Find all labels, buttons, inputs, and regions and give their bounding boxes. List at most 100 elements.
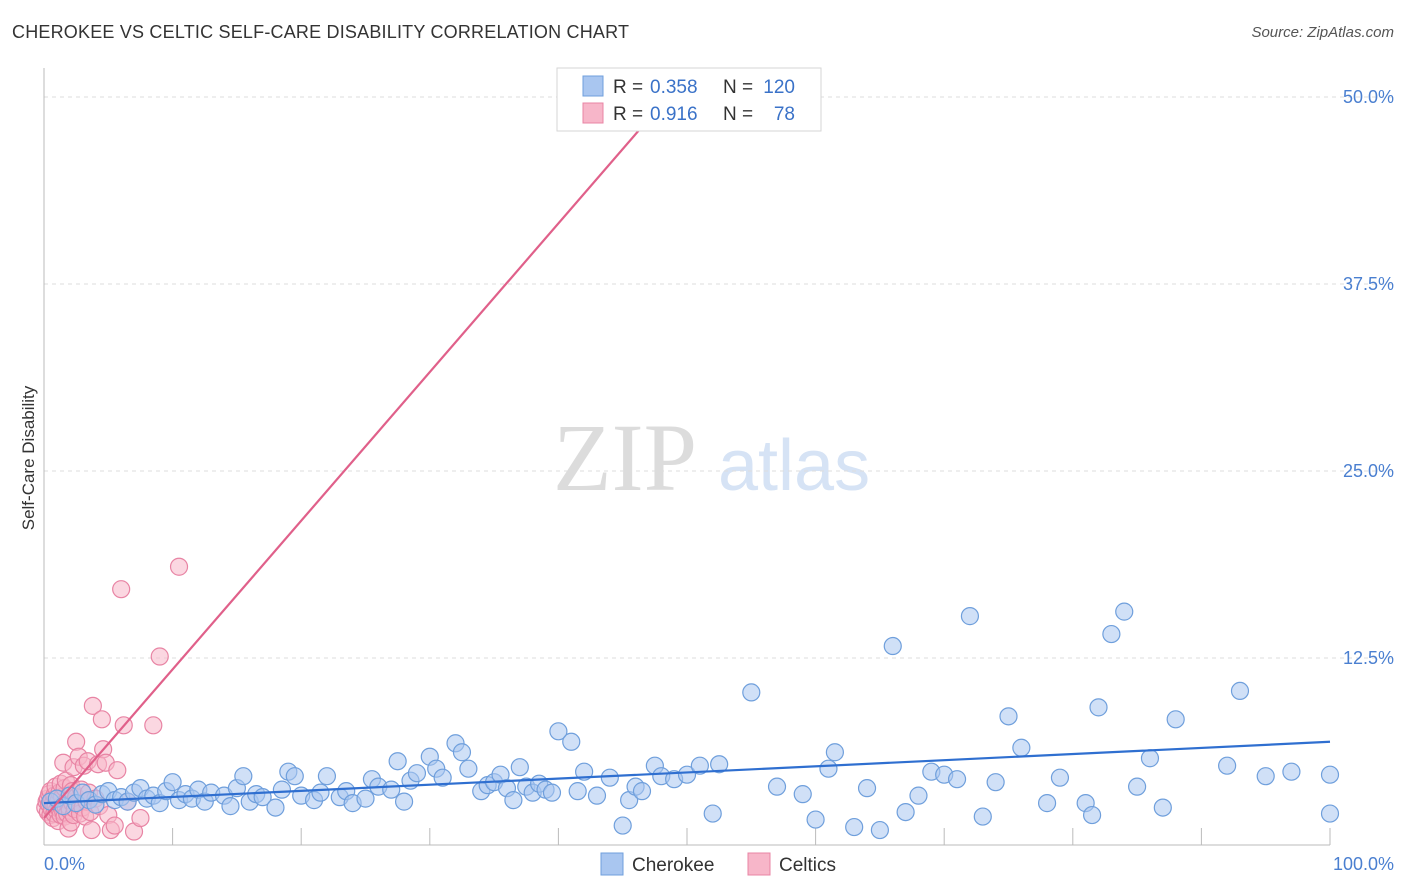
- cherokee-point: [317, 767, 337, 786]
- cherokee-point: [311, 783, 330, 802]
- cherokee-point: [266, 798, 285, 817]
- celtics-legend-swatch: [582, 102, 604, 124]
- cherokee-point: [1218, 756, 1237, 775]
- cherokee-point: [909, 786, 928, 805]
- legend-swatch-celtics: [747, 852, 771, 876]
- cherokee-point: [986, 773, 1005, 792]
- cherokee-point: [1230, 681, 1250, 701]
- celtics-r-label: R =: [613, 104, 643, 125]
- cherokee-point: [819, 759, 838, 778]
- cherokee-point: [1082, 805, 1102, 825]
- cherokee-point: [459, 759, 478, 778]
- cherokee-point: [883, 636, 902, 656]
- y-tick-labels: 12.5% 25.0% 37.5% 50.0%: [1343, 87, 1394, 668]
- watermark-atlas: atlas: [718, 426, 870, 506]
- cherokee-point: [1089, 698, 1108, 717]
- celtics-point: [144, 716, 163, 735]
- cherokee-point: [407, 764, 427, 783]
- trendlines: [43, 96, 1331, 819]
- gridlines: [44, 96, 1394, 659]
- celtics-point: [105, 816, 124, 835]
- legend-label-cherokee: Cherokee: [632, 855, 714, 876]
- celtics-point: [82, 820, 101, 840]
- cherokee-point: [1166, 710, 1185, 729]
- celtics-n-value: 78: [774, 104, 795, 125]
- x-tick-labels: 0.0% 100.0%: [44, 854, 1394, 874]
- y-tick-label: 25.0%: [1343, 461, 1394, 481]
- cherokee-n-value: 120: [763, 77, 795, 98]
- cherokee-point: [690, 756, 709, 775]
- cherokee-point: [285, 767, 304, 786]
- cherokee-point: [1140, 749, 1160, 768]
- cherokee-n-label: N =: [723, 77, 753, 98]
- cherokee-point: [388, 752, 407, 771]
- cherokee-trendline: [43, 740, 1331, 805]
- cherokee-point: [793, 785, 812, 804]
- cherokee-point: [896, 802, 915, 822]
- cherokee-point: [568, 782, 587, 801]
- legend-swatch-cherokee: [600, 852, 624, 876]
- cherokee-point: [960, 607, 980, 626]
- legend-label-celtics: Celtics: [779, 855, 836, 876]
- cherokee-point: [221, 797, 240, 816]
- stats-legend: R = 0.358 N = 120 R = 0.916 N = 78: [556, 67, 822, 132]
- cherokee-series: [41, 602, 1340, 840]
- celtics-n-label: N =: [723, 104, 753, 125]
- cherokee-point: [549, 722, 568, 741]
- watermark-zip: ZIP: [553, 404, 697, 511]
- cherokee-point: [632, 782, 652, 801]
- source-credit: Source: ZipAtlas.com: [1251, 24, 1394, 41]
- cherokee-r-label: R =: [613, 77, 643, 98]
- cherokee-legend-swatch: [582, 75, 604, 97]
- cherokee-point: [575, 762, 594, 781]
- cherokee-point: [234, 767, 253, 786]
- y-axis-label: Self-Care Disability: [19, 385, 38, 530]
- cherokee-point: [1256, 767, 1275, 786]
- cherokee-point: [857, 779, 877, 798]
- watermark: ZIP atlas: [553, 404, 870, 511]
- cherokee-point: [703, 804, 722, 823]
- celtics-point: [131, 808, 150, 828]
- cherokee-point: [1320, 804, 1340, 823]
- y-tick-label: 37.5%: [1343, 274, 1394, 294]
- cherokee-point: [1320, 765, 1340, 784]
- chart-title: CHEROKEE VS CELTIC SELF-CARE DISABILITY …: [12, 22, 630, 42]
- celtics-point: [67, 732, 86, 751]
- x-tick-label-min: 0.0%: [44, 854, 85, 874]
- celtics-r-value: 0.916: [650, 104, 698, 125]
- cherokee-point: [870, 820, 890, 840]
- cherokee-point: [677, 765, 697, 784]
- cherokee-point: [587, 786, 607, 805]
- celtics-point: [150, 647, 169, 666]
- cherokee-point: [742, 683, 761, 702]
- cherokee-point: [1037, 794, 1057, 813]
- cherokee-point: [1012, 738, 1031, 757]
- celtics-point: [108, 761, 127, 780]
- cherokee-point: [999, 707, 1018, 726]
- cherokee-point: [356, 789, 375, 808]
- cherokee-point: [1115, 602, 1134, 621]
- cherokee-point: [1127, 777, 1147, 796]
- cherokee-point: [845, 817, 864, 837]
- cherokee-point: [452, 743, 472, 762]
- cherokee-point: [394, 792, 414, 811]
- series-legend: Cherokee Celtics: [600, 852, 836, 876]
- cherokee-r-value: 0.358: [650, 77, 698, 98]
- cherokee-point: [767, 777, 787, 796]
- celtics-point: [83, 696, 102, 715]
- celtics-point: [112, 580, 131, 599]
- cherokee-point: [1282, 762, 1301, 781]
- cherokee-point: [542, 783, 562, 802]
- cherokee-point: [562, 732, 581, 751]
- celtics-point: [169, 557, 189, 576]
- cherokee-point: [947, 770, 967, 789]
- celtics-trendline: [43, 96, 669, 819]
- cherokee-point: [806, 810, 825, 829]
- cherokee-point: [433, 768, 452, 787]
- cherokee-point: [504, 791, 523, 810]
- x-tick-label-max: 100.0%: [1333, 854, 1394, 874]
- y-tick-label: 50.0%: [1343, 87, 1394, 107]
- cherokee-point: [163, 773, 182, 792]
- cherokee-point: [600, 768, 619, 787]
